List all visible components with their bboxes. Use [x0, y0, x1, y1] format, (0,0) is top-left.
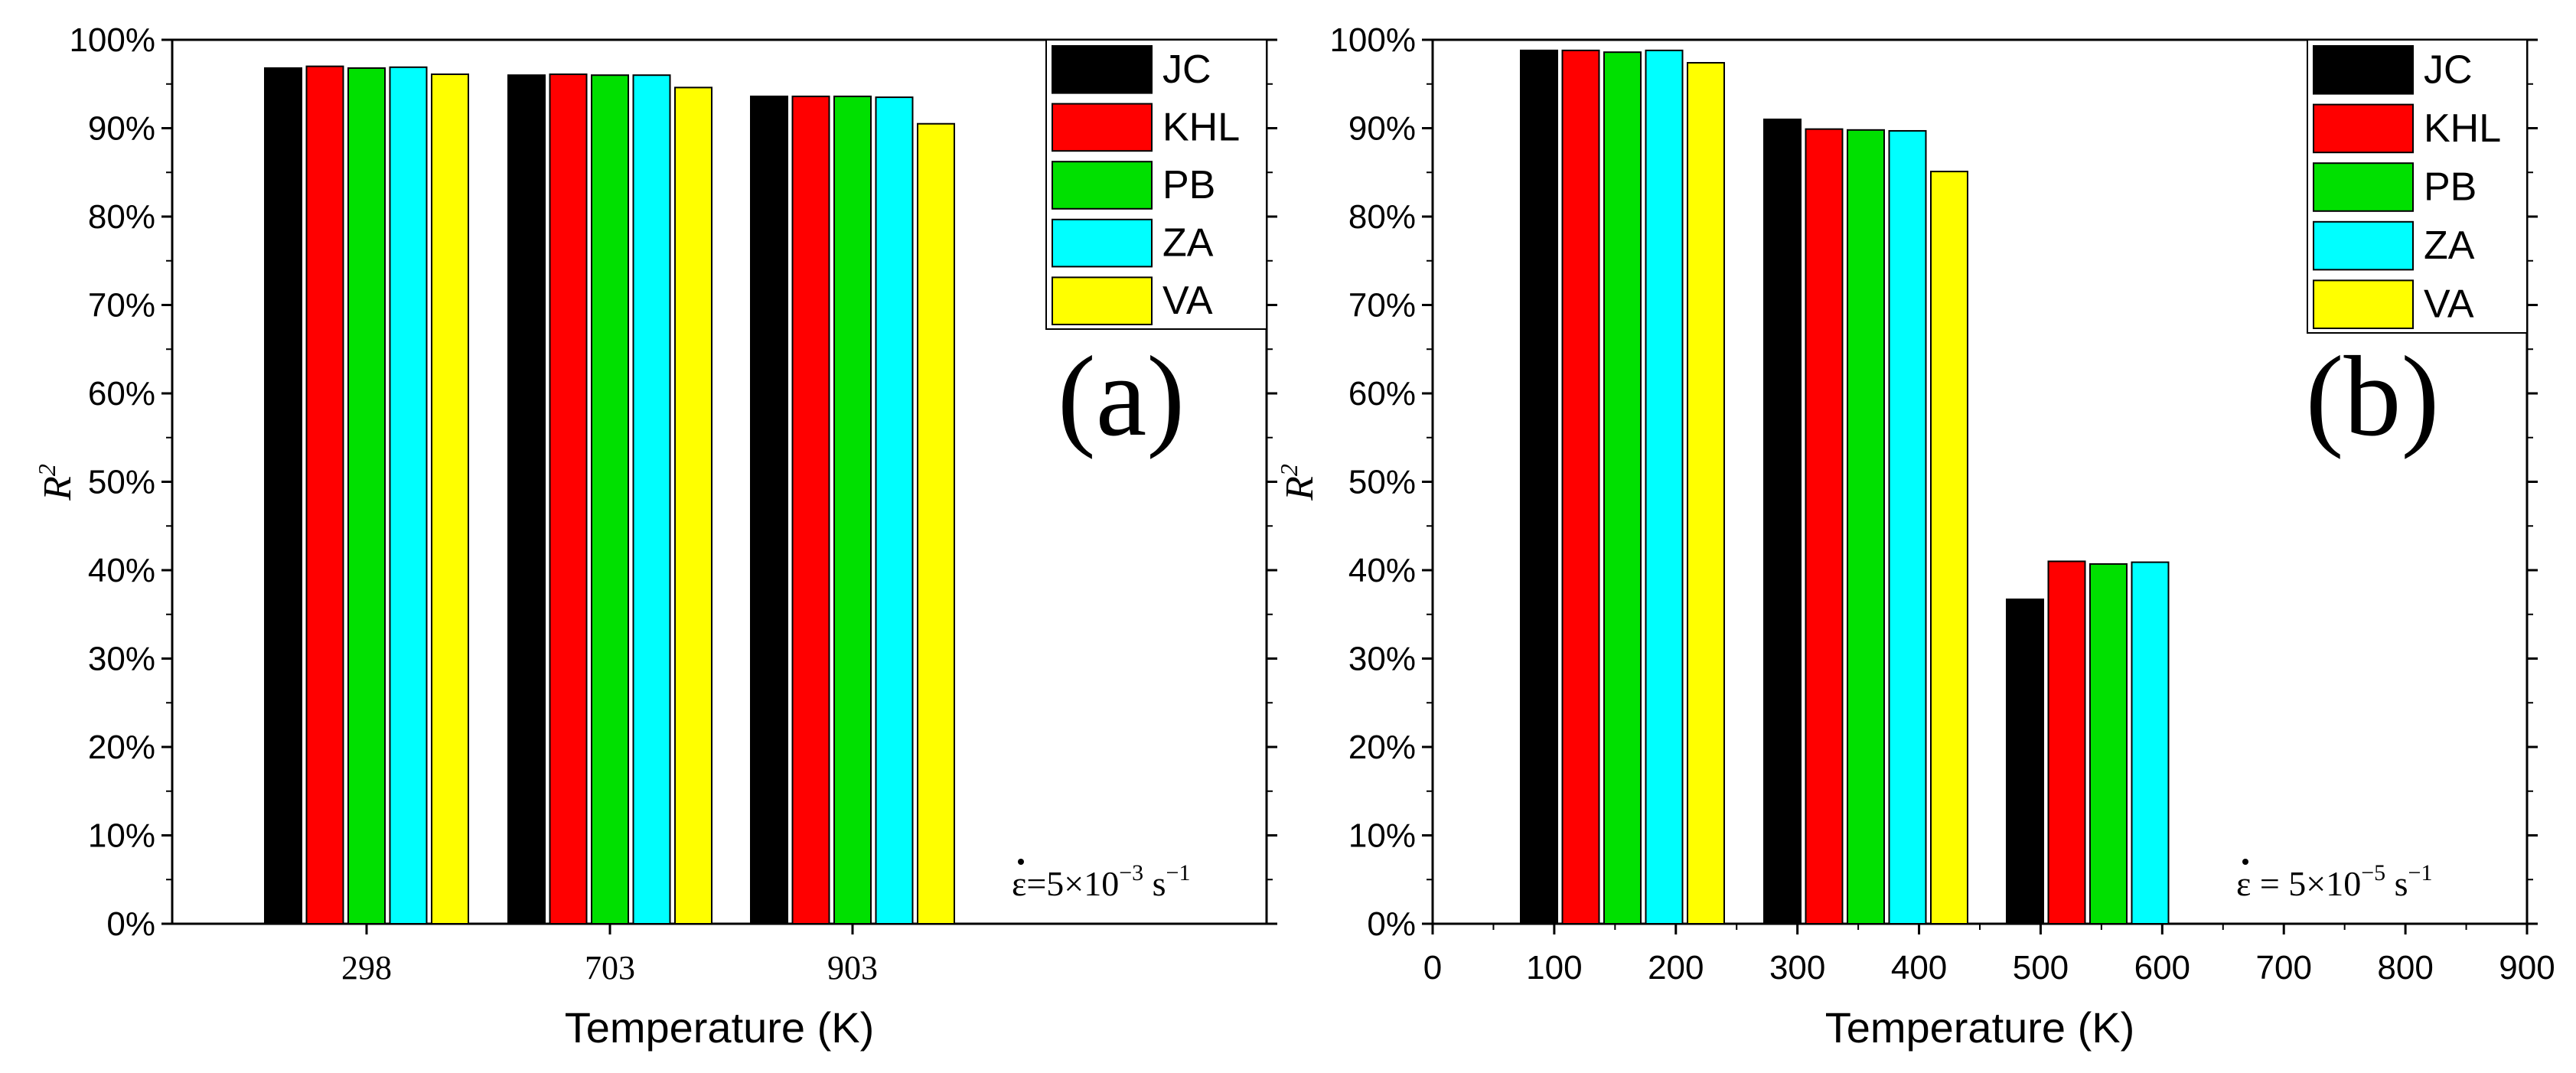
- legend-swatch-za: [1052, 218, 1153, 268]
- y-tick-label: 100%: [69, 21, 155, 59]
- bar-khl-298: [305, 65, 344, 925]
- bar-khl-group-1: [1561, 49, 1600, 925]
- legend: JC KHL PB ZA VA: [2307, 39, 2528, 334]
- x-axis-title: Temperature (K): [565, 1003, 875, 1052]
- bar-va-903: [917, 122, 955, 925]
- legend-label-khl: KHL: [1162, 105, 1240, 149]
- y-tick-label: 90%: [1348, 110, 1416, 148]
- x-category-label: 903: [827, 949, 878, 987]
- y-tick-label: 70%: [88, 287, 155, 325]
- bar-khl-703: [549, 73, 588, 925]
- strain-rate-dot: [2242, 859, 2248, 865]
- legend-swatch-va: [2313, 279, 2414, 329]
- bar-pb-703: [591, 74, 629, 925]
- x-category-label: 703: [585, 949, 635, 987]
- y-tick-label: 0%: [1367, 905, 1416, 943]
- y-tick-label: 20%: [1348, 729, 1416, 766]
- x-tick-label: 700: [2256, 949, 2312, 987]
- bar-jc-903: [750, 95, 788, 925]
- bar-jc-group-1: [1520, 49, 1558, 925]
- x-tick-label: 800: [2377, 949, 2433, 987]
- y-tick-label: 30%: [88, 641, 155, 678]
- y-tick-label: 40%: [1348, 552, 1416, 589]
- legend-label-za: ZA: [2424, 223, 2475, 268]
- y-tick-label: 80%: [88, 198, 155, 236]
- x-tick-label: 500: [2013, 949, 2069, 987]
- x-tick-label: 900: [2499, 949, 2555, 987]
- bar-jc-group-3: [2006, 598, 2044, 925]
- chart-panel-a: 0% 10% 20% 30% 40% 50% 60% 70% 80% 90% 100% 298 703 9…: [33, 21, 1277, 1052]
- legend-swatch-jc: [2313, 45, 2414, 95]
- strain-rate-annotation: ε=5×10−3 s−1: [1012, 860, 1190, 903]
- legend-swatch-jc: [1052, 45, 1153, 94]
- y-tick-label: 60%: [88, 375, 155, 413]
- legend-swatch-va: [1052, 276, 1153, 325]
- bar-khl-903: [791, 95, 830, 925]
- bar-jc-group-2: [1763, 118, 1802, 925]
- x-tick-label: 600: [2134, 949, 2190, 987]
- y-tick-label: 50%: [1348, 464, 1416, 501]
- bar-za-298: [389, 66, 428, 925]
- y-tick-label: 100%: [1329, 21, 1416, 59]
- legend-label-va: VA: [1162, 279, 1213, 323]
- y-tick-label: 60%: [1348, 375, 1416, 413]
- bar-za-703: [632, 74, 671, 925]
- y-axis-title: R2: [33, 464, 80, 501]
- y-tick-label: 80%: [1348, 198, 1416, 236]
- x-tick-label: 300: [1769, 949, 1825, 987]
- legend-swatch-pb: [2313, 162, 2414, 212]
- bar-pb-group-2: [1847, 129, 1885, 925]
- legend-label-khl: KHL: [2424, 106, 2501, 151]
- bar-pb-298: [347, 67, 386, 925]
- bar-va-298: [431, 73, 469, 925]
- bar-va-group-1: [1687, 62, 1725, 925]
- x-tick-label: 400: [1891, 949, 1947, 987]
- bar-za-group-3: [2131, 561, 2170, 925]
- bar-jc-298: [264, 67, 302, 925]
- legend-swatch-khl: [2313, 103, 2414, 154]
- y-tick-label: 50%: [88, 464, 155, 501]
- panel-label: (a): [1058, 333, 1185, 460]
- y-tick-label: 10%: [1348, 817, 1416, 855]
- y-tick-label: 0%: [106, 905, 155, 943]
- y-tick-label: 40%: [88, 552, 155, 589]
- legend-label-pb: PB: [2424, 165, 2477, 210]
- legend-label-za: ZA: [1162, 221, 1214, 266]
- bar-pb-group-3: [2089, 563, 2128, 925]
- panel-label: (b): [2306, 333, 2440, 460]
- legend-label-va: VA: [2424, 282, 2474, 327]
- y-tick-label: 10%: [88, 817, 155, 855]
- chart-panel-b: 0% 10% 20% 30% 40% 50% 60% 70% 80% 90% 100% 0 100 200…: [1275, 21, 2555, 1052]
- legend-label-pb: PB: [1162, 163, 1215, 207]
- bar-va-group-2: [1930, 171, 1968, 925]
- x-category-label: 298: [341, 949, 392, 987]
- strain-rate-dot: [1018, 859, 1024, 865]
- y-tick-label: 90%: [88, 110, 155, 148]
- legend: JC KHL PB ZA VA: [1045, 39, 1267, 330]
- legend-label-jc: JC: [2424, 47, 2473, 92]
- bar-za-group-1: [1645, 49, 1684, 925]
- legend-swatch-khl: [1052, 103, 1153, 152]
- x-tick-label: 200: [1648, 949, 1704, 987]
- x-tick-label: 0: [1423, 949, 1442, 987]
- legend-swatch-pb: [1052, 161, 1153, 210]
- y-tick-label: 70%: [1348, 287, 1416, 325]
- bar-khl-group-3: [2047, 560, 2086, 925]
- strain-rate-annotation: ε = 5×10−5 s−1: [2236, 860, 2432, 903]
- x-tick-label: 100: [1526, 949, 1582, 987]
- bar-pb-903: [833, 95, 872, 925]
- legend-label-jc: JC: [1162, 47, 1211, 92]
- y-tick-label: 30%: [1348, 641, 1416, 678]
- bar-za-903: [875, 96, 914, 925]
- bar-za-group-2: [1888, 129, 1927, 925]
- bar-khl-group-2: [1805, 128, 1844, 925]
- y-tick-label: 20%: [88, 729, 155, 766]
- y-axis-title: R2: [1275, 464, 1322, 501]
- bar-va-703: [674, 86, 712, 925]
- x-axis-title: Temperature (K): [1825, 1003, 2135, 1052]
- bar-jc-703: [507, 74, 546, 925]
- bar-pb-group-1: [1603, 51, 1642, 925]
- legend-swatch-za: [2313, 220, 2414, 271]
